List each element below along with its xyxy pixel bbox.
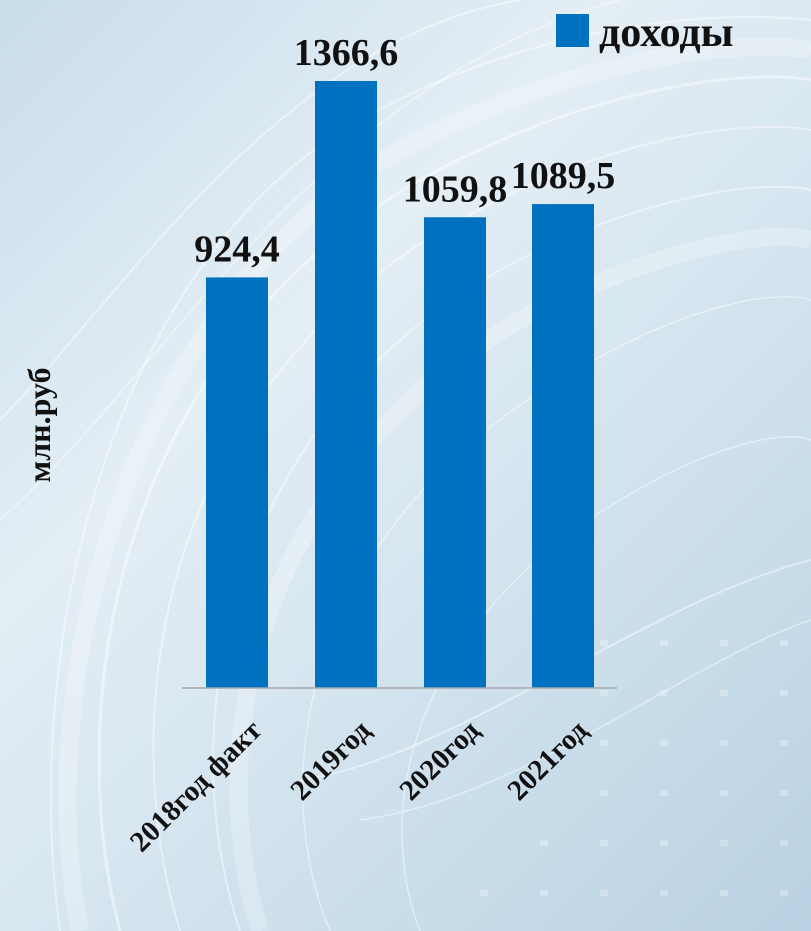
y-axis-title: млн.руб	[21, 367, 57, 482]
x-tick-label-2: 2019год	[284, 714, 377, 807]
x-tick-labels-layer: 2018год факт 2019год 2020год 2021год	[124, 714, 594, 858]
bar-3	[424, 217, 486, 688]
bar-2	[315, 81, 377, 688]
value-label-4: 1089,5	[511, 155, 616, 197]
bar-4	[532, 204, 594, 688]
legend-label-dohody: доходы	[599, 10, 733, 56]
bars-layer	[206, 81, 594, 688]
legend: доходы	[556, 10, 733, 56]
value-label-1: 924,4	[194, 228, 280, 270]
value-labels-layer: 924,4 1366,6 1059,8 1089,5	[194, 32, 615, 270]
value-label-2: 1366,6	[294, 32, 399, 74]
x-tick-label-1: 2018год факт	[124, 714, 268, 858]
x-tick-label-3: 2020год	[393, 714, 486, 807]
value-label-3: 1059,8	[403, 168, 508, 210]
bar-1	[206, 277, 268, 688]
x-tick-label-4: 2021год	[501, 714, 594, 807]
legend-swatch	[556, 14, 589, 47]
